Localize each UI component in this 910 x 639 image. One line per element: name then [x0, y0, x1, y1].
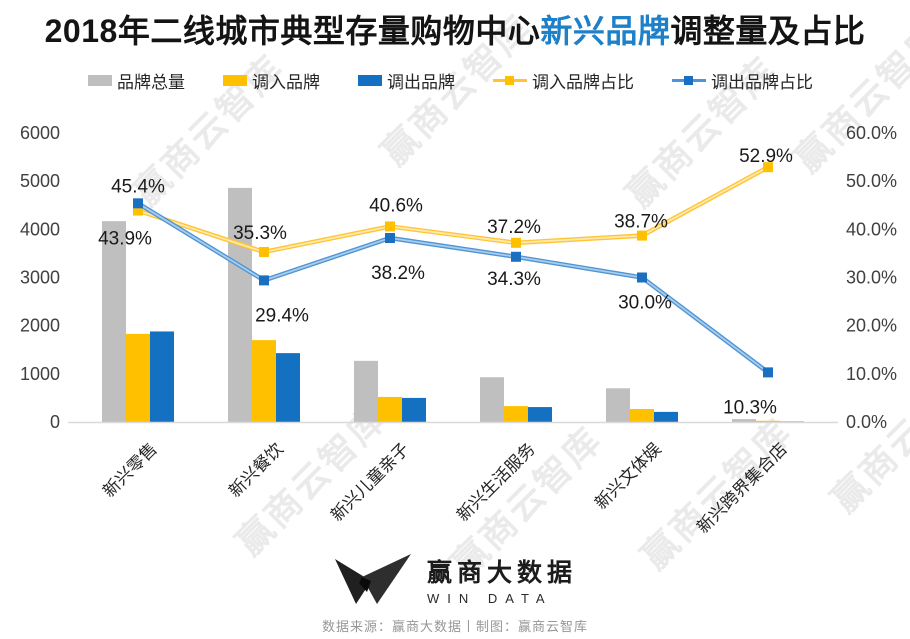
bar-0-5: [732, 419, 756, 422]
watermark-text: 赢商云智库: [823, 353, 910, 521]
right-axis-tick: 30.0%: [846, 268, 897, 288]
marker-1-4: [637, 272, 647, 283]
data-label-1-2: 38.2%: [371, 263, 425, 284]
legend-label: 调出品牌占比: [711, 73, 813, 92]
data-label-0-2: 40.6%: [369, 195, 423, 216]
legend-item-out: 调出品牌: [358, 68, 455, 93]
chart-title-suffix: 调整量及占比: [670, 13, 866, 49]
marker-1-3: [511, 251, 521, 262]
logo-text: 赢商大数据 WIN DATA: [427, 553, 577, 606]
bar-2-1: [276, 353, 300, 422]
left-axis-tick: 5000: [20, 171, 60, 191]
bar-2-5: [780, 421, 804, 423]
marker-0-5: [763, 162, 773, 173]
bar-0-3: [480, 377, 504, 422]
legend-label: 品牌总量: [117, 73, 185, 92]
logo-subtitle: WIN DATA: [426, 590, 553, 606]
marker-0-4: [637, 230, 647, 241]
windata-logo-icon: [334, 554, 411, 604]
bar-0-4: [606, 388, 630, 422]
source-credit: 数据来源：赢商大数据丨制图：赢商云智库: [321, 619, 588, 634]
gray-bar-swatch-icon: [88, 75, 112, 86]
watermark-text: 赢商云智库: [125, 46, 293, 214]
right-axis-tick: 20.0%: [846, 316, 897, 336]
chart-title: 2018年二线城市典型存量购物中心新兴品牌调整量及占比: [0, 6, 910, 52]
yellow-bar-swatch-icon: [223, 75, 247, 86]
logo-title: 赢商大数据: [426, 558, 577, 587]
bar-0-2: [354, 360, 378, 422]
data-label-0-0: 43.9%: [98, 229, 152, 250]
category-label-5: 新兴跨界集合店: [693, 439, 791, 537]
left-axis-tick: 0: [50, 412, 60, 432]
bar-2-0: [150, 331, 174, 422]
bar-0-1: [228, 187, 252, 422]
category-label-4: 新兴文体娱: [591, 439, 665, 513]
left-axis-tick: 4000: [20, 219, 60, 239]
bar-2-3: [528, 407, 552, 422]
legend-label: 调出品牌: [387, 73, 455, 92]
left-axis-tick: 6000: [20, 123, 60, 143]
marker-1-1: [259, 275, 269, 286]
right-axis-tick: 40.0%: [846, 219, 897, 239]
category-label-1: 新兴餐饮: [225, 439, 287, 501]
marker-0-0: [133, 205, 143, 216]
yellow-line-marker-icon: [493, 75, 527, 86]
marker-1-5: [763, 367, 773, 378]
data-label-1-4: 30.0%: [618, 293, 672, 314]
bar-1-3: [504, 406, 528, 422]
line-inner-1: [137, 202, 769, 374]
bar-1-2: [378, 396, 402, 422]
right-axis-tick: 50.0%: [846, 171, 897, 191]
line-1: [136, 201, 770, 375]
legend-item-total: 品牌总量: [88, 68, 185, 93]
bar-0-0: [102, 221, 126, 422]
marker-0-2: [385, 221, 395, 232]
legend-item-out-ratio: 调出品牌占比: [672, 68, 813, 93]
watermark-text: 赢商云智库: [228, 396, 396, 564]
data-label-0-1: 35.3%: [233, 223, 287, 244]
bar-2-2: [402, 397, 426, 422]
right-axis-tick: 0.0%: [846, 412, 887, 432]
chart-title-highlight: 新兴品牌: [540, 13, 671, 49]
marker-1-2: [385, 233, 395, 244]
marker-0-3: [511, 237, 521, 248]
bar-1-1: [252, 340, 276, 422]
right-axis-tick: 10.0%: [846, 364, 897, 384]
bar-1-5: [756, 420, 780, 422]
legend-label: 调入品牌占比: [532, 73, 634, 92]
bar-1-0: [126, 333, 150, 422]
data-label-0-3: 37.2%: [487, 217, 541, 238]
category-label-2: 新兴儿童亲子: [327, 439, 413, 525]
blue-line-marker-icon: [672, 75, 706, 86]
chart-title-prefix: 2018年二线城市典型存量购物中心: [44, 13, 541, 49]
marker-1-0: [133, 198, 143, 209]
blue-bar-swatch-icon: [358, 75, 382, 86]
marker-0-1: [259, 246, 269, 257]
data-label-1-1: 29.4%: [255, 305, 309, 326]
category-label-3: 新兴生活服务: [453, 439, 539, 525]
left-axis-tick: 2000: [20, 316, 60, 336]
bar-2-4: [654, 411, 678, 422]
data-label-1-0: 45.4%: [111, 176, 165, 197]
data-label-0-4: 38.7%: [614, 212, 668, 233]
bar-1-4: [630, 408, 654, 422]
footer-logo: 赢商大数据 WIN DATA: [0, 552, 910, 606]
left-axis-tick: 3000: [20, 268, 60, 288]
data-label-1-3: 34.3%: [487, 269, 541, 290]
line-0: [137, 165, 770, 255]
legend: 品牌总量 调入品牌 调出品牌 调入品牌占比 调出品牌占比: [88, 68, 813, 93]
data-label-0-5: 52.9%: [739, 146, 793, 167]
data-label-1-5: 10.3%: [723, 397, 777, 418]
legend-item-in-ratio: 调入品牌占比: [493, 68, 634, 93]
right-axis-tick: 60.0%: [846, 123, 897, 143]
line-inner-0: [137, 166, 769, 253]
legend-item-in: 调入品牌: [223, 68, 320, 93]
legend-label: 调入品牌: [252, 73, 320, 92]
left-axis-tick: 1000: [20, 364, 60, 384]
category-label-0: 新兴零售: [99, 439, 161, 501]
